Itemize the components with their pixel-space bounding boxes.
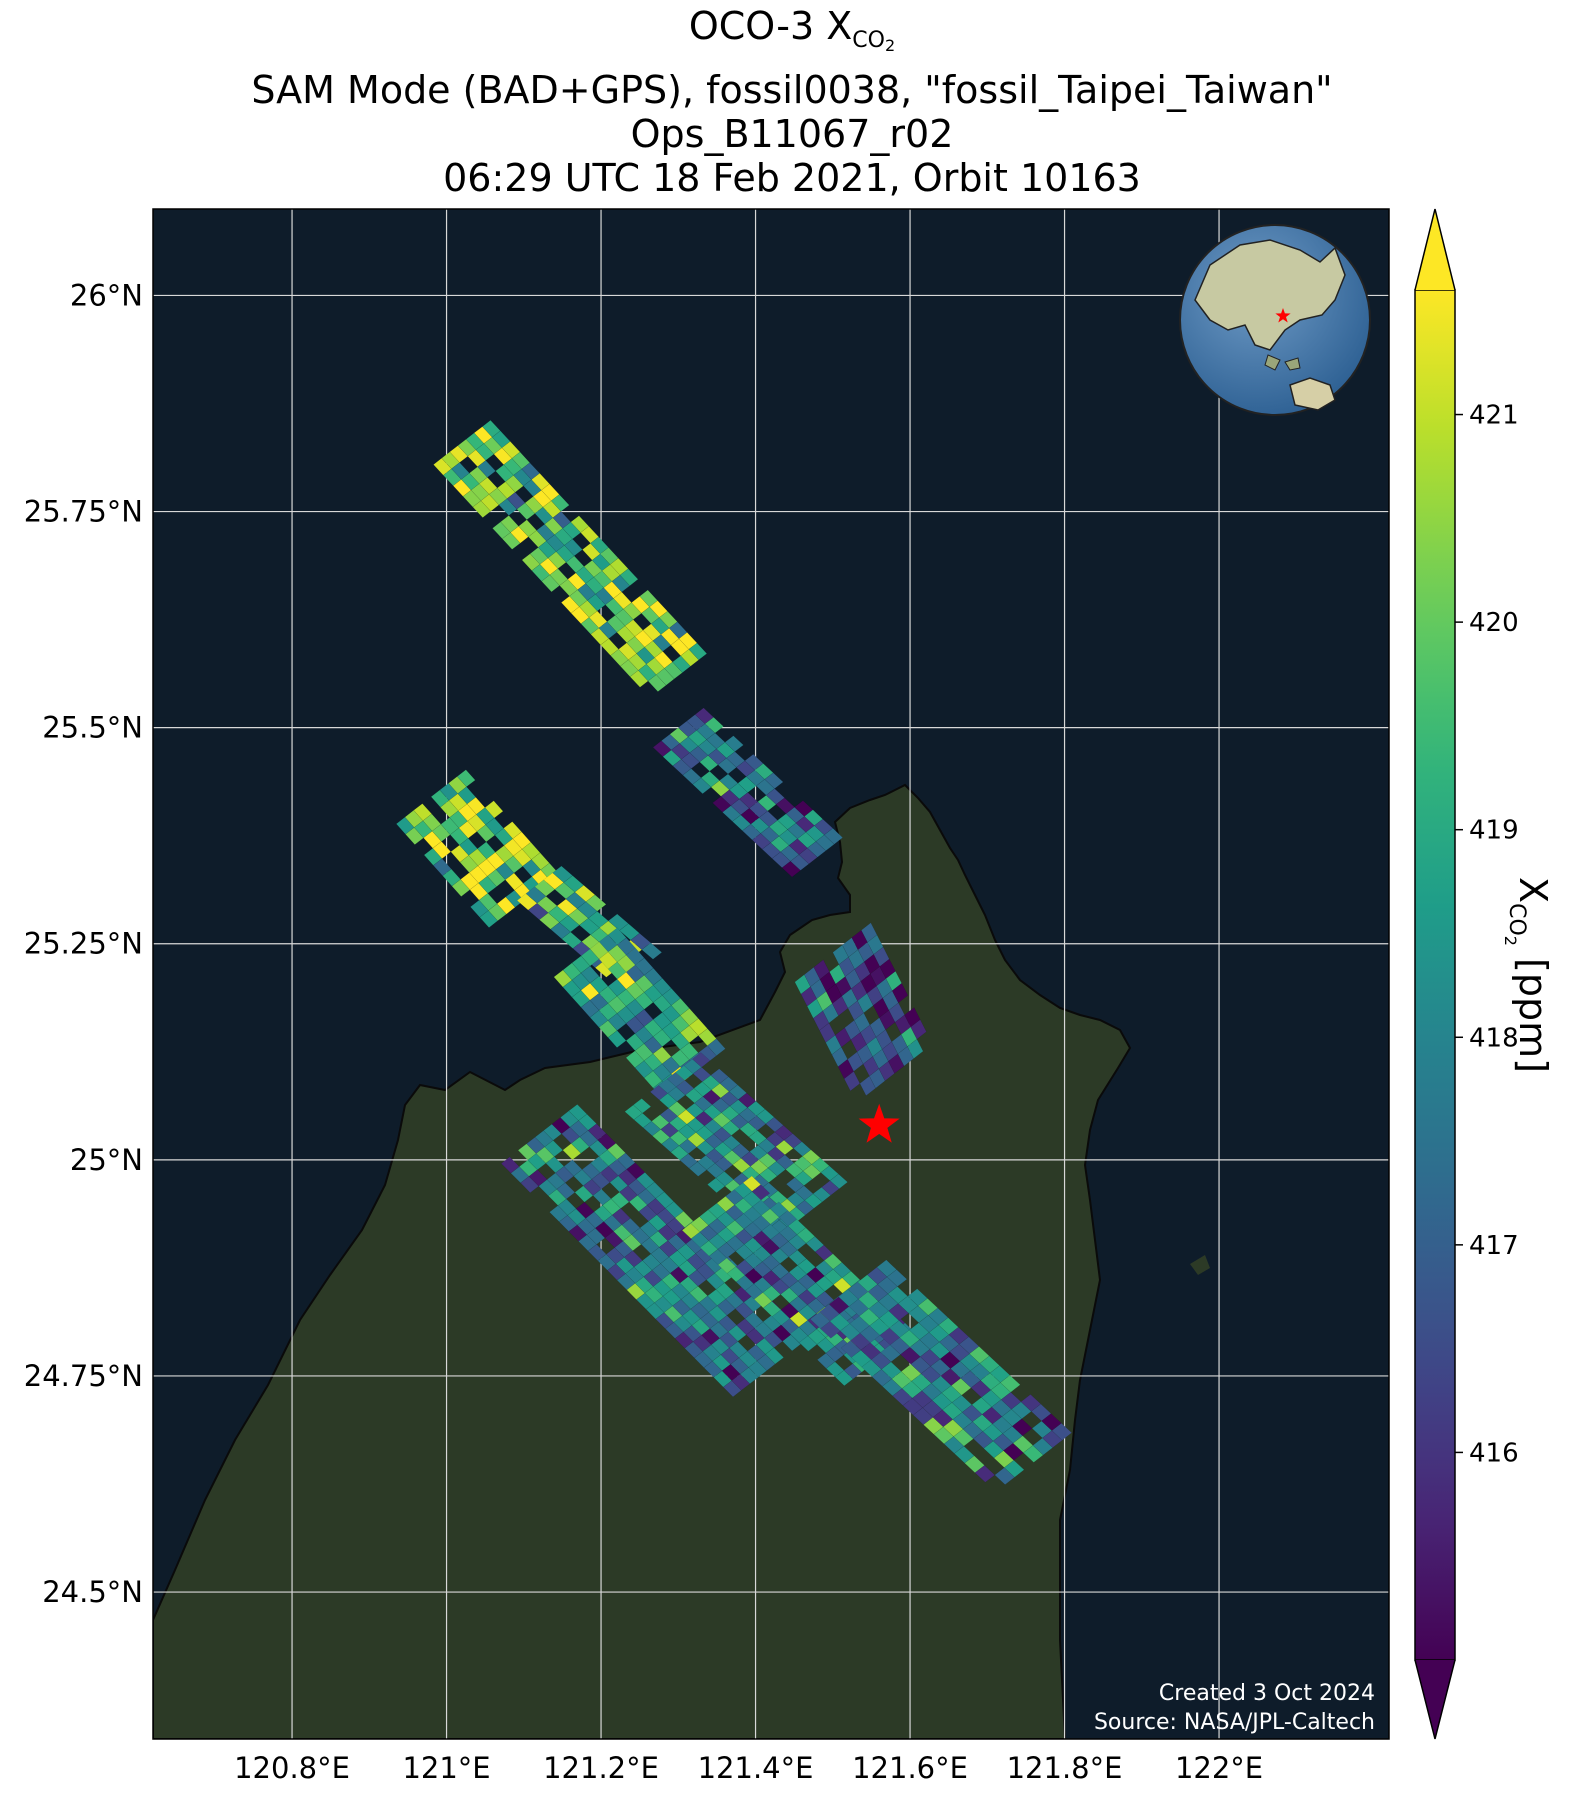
sounding-cell — [886, 1269, 908, 1287]
sounding-cell — [585, 894, 607, 912]
locator-globe — [1179, 224, 1371, 416]
island — [1190, 1255, 1210, 1275]
colorbar-label: XCO2 [ppm] — [1501, 877, 1555, 1073]
title-line-1: OCO-3 XCO2 — [688, 4, 896, 55]
lon-tick-label: 121.6°E — [852, 1751, 968, 1785]
credit-created: Created 3 Oct 2024 — [1159, 1681, 1375, 1706]
sounding-cell — [632, 1098, 652, 1114]
lat-tick-label: 25.25°N — [24, 927, 143, 961]
colorbar-tick-label: 417 — [1469, 1231, 1519, 1261]
sounding-cell — [704, 716, 724, 734]
sounding-cell — [891, 982, 909, 1004]
sounding-cell — [456, 769, 476, 788]
lon-tick-label: 120.8°E — [234, 1751, 350, 1785]
colorbar-outline — [1414, 208, 1456, 1740]
credit-source: Source: NASA/JPL-Caltech — [1094, 1710, 1375, 1735]
sounding-cell — [484, 800, 504, 819]
globe-target-star — [1275, 308, 1291, 323]
latitude-tick-labels: 26°N 25.75°N 25.5°N 25.25°N 25°N 24.75°N 24.5°… — [24, 278, 143, 1609]
colorbar-extend-max — [1415, 209, 1455, 290]
colorbar-extend-min — [1415, 1660, 1455, 1739]
sounding-cell — [550, 494, 570, 512]
sounding-cell — [1003, 1459, 1025, 1478]
lat-tick-label: 25.5°N — [42, 711, 143, 745]
xco2-soundings[interactable] — [395, 419, 1073, 1485]
colorbar: 416 417 418 419 420 421 XCO2 [ppm] — [1414, 208, 1555, 1740]
title-line-2: SAM Mode (BAD+GPS), fossil0038, "fossil_… — [251, 68, 1333, 112]
colorbar-tick-label: 420 — [1469, 608, 1519, 638]
globe-asia — [1194, 239, 1346, 351]
sounding-cell — [829, 1173, 848, 1190]
lon-tick-label: 122°E — [1175, 1751, 1263, 1785]
target-marker — [858, 1103, 900, 1143]
sounding-cell — [641, 942, 663, 960]
title-line-4: 06:29 UTC 18 Feb 2021, Orbit 10163 — [443, 156, 1141, 200]
sounding-cell — [619, 568, 639, 587]
sounding-cell — [764, 772, 784, 789]
lat-tick-label: 24.5°N — [42, 1575, 143, 1609]
globe-islands — [1264, 354, 1301, 371]
globe-australia — [1289, 377, 1336, 411]
colorbar-tick-label: 421 — [1469, 401, 1519, 431]
map-frame — [152, 208, 1390, 1740]
sounding-cell — [765, 1347, 785, 1365]
sounding-cell — [724, 735, 744, 752]
colorbar-ticks: 416 417 418 419 420 421 — [1455, 401, 1519, 1468]
lat-tick-label: 25.75°N — [24, 495, 143, 529]
sounding-cell — [1051, 1422, 1073, 1441]
colorbar-tick-label: 418 — [1469, 1023, 1519, 1053]
lat-tick-label: 26°N — [70, 278, 143, 312]
sounding-cell — [692, 1052, 711, 1068]
colorbar-tick-label: 419 — [1469, 816, 1519, 846]
sounding-cell — [910, 1019, 927, 1040]
sounding-cell — [823, 827, 844, 845]
lon-tick-label: 121.2°E — [543, 1751, 659, 1785]
colorbar-gradient — [1414, 289, 1456, 1661]
sounding-cell — [1000, 1374, 1021, 1393]
sounding-cell — [688, 642, 708, 661]
colorbar-tick-label: 416 — [1469, 1438, 1519, 1468]
lat-tick-label: 25°N — [70, 1143, 143, 1177]
title-line-3: Ops_B11067_r02 — [630, 112, 954, 156]
sounding-cell — [907, 1038, 924, 1059]
longitude-tick-labels: 120.8°E 121°E 121.2°E 121.4°E 121.6°E 121.8°E… — [234, 1751, 1263, 1785]
figure-title: OCO-3 XCO2 SAM Mode (BAD+GPS), fossil003… — [0, 4, 1584, 200]
sounding-cell — [707, 1038, 726, 1057]
lon-tick-label: 121.4°E — [698, 1751, 814, 1785]
lon-tick-label: 121.8°E — [1007, 1751, 1123, 1785]
target-star — [858, 1103, 900, 1143]
lon-tick-label: 121°E — [402, 1751, 490, 1785]
lat-tick-label: 24.75°N — [24, 1359, 143, 1393]
sounding-cell — [751, 1184, 771, 1201]
map-area[interactable]: Created 3 Oct 2024 Source: NASA/JPL-Calt… — [153, 209, 1389, 1739]
